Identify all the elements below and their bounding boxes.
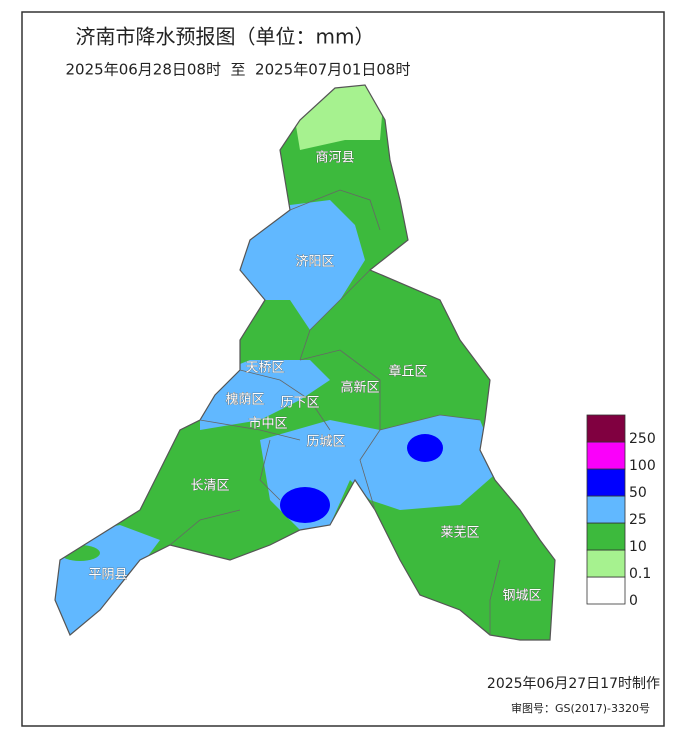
made-time: 2025年06月27日17时制作 <box>487 676 660 692</box>
area-dark-blue <box>280 487 330 523</box>
district-border <box>169 189 501 635</box>
legend-label: 25 <box>629 512 647 528</box>
legend-label: 50 <box>629 485 647 501</box>
area-blue <box>240 200 365 330</box>
legend-swatch <box>586 576 626 605</box>
district-label: 莱芜区 <box>440 526 479 541</box>
legend-swatch <box>586 495 626 524</box>
district-label: 市中区 <box>248 416 287 432</box>
district-label: 历下区 <box>280 396 319 411</box>
district-label: 章丘区 <box>388 364 427 380</box>
district-label: 平阴县 <box>88 568 127 583</box>
map-subtitle: 2025年06月28日08时 至 2025年07月01日08时 <box>66 61 411 79</box>
district-label: 长清区 <box>190 479 229 494</box>
legend: 0 0.1 10 25 50 100 250 <box>586 414 656 609</box>
district-label: 济阳区 <box>295 255 334 270</box>
district-label: 钢城区 <box>502 589 541 604</box>
area-dark-blue <box>407 434 443 462</box>
legend-label: 0 <box>629 593 638 609</box>
district-label: 槐荫区 <box>225 392 264 408</box>
map-title: 济南市降水预报图（单位：mm） <box>76 25 375 49</box>
legend-swatch <box>586 522 626 551</box>
legend-swatch <box>586 441 626 470</box>
legend-label: 0.1 <box>629 566 651 582</box>
district-label: 天桥区 <box>245 361 284 376</box>
legend-label: 250 <box>629 431 656 447</box>
legend-label: 10 <box>629 539 647 555</box>
approval-number: 审图号：GS(2017)-3320号 <box>511 701 650 715</box>
district-label: 历城区 <box>306 435 345 450</box>
legend-swatch <box>586 414 626 443</box>
legend-swatch <box>586 468 626 497</box>
district-label: 商河县 <box>315 151 354 166</box>
district-label: 高新区 <box>340 380 379 396</box>
legend-swatch <box>586 549 626 578</box>
legend-label: 100 <box>629 458 656 474</box>
